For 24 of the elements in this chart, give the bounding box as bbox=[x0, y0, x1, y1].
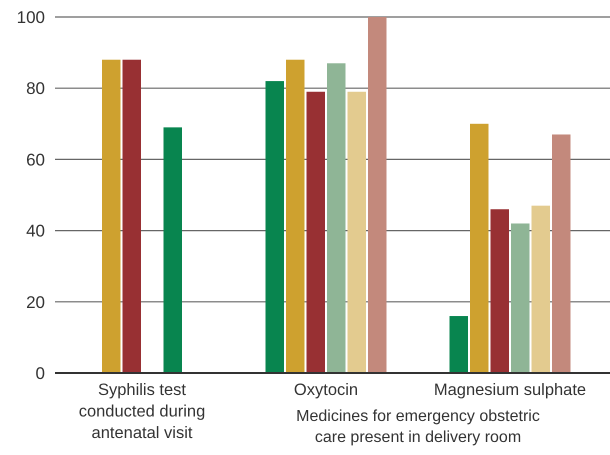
bar bbox=[122, 60, 141, 373]
y-tick-label: 100 bbox=[16, 8, 45, 27]
y-tick-label: 0 bbox=[36, 364, 45, 383]
y-tick-label: 40 bbox=[26, 222, 45, 241]
x-tick-label: Syphilis test conducted during antenatal visit bbox=[78, 381, 206, 442]
bar bbox=[511, 223, 530, 373]
bar bbox=[348, 92, 366, 373]
y-tick-label: 20 bbox=[26, 292, 45, 312]
bar bbox=[286, 60, 304, 373]
x-tick-label: Oxytocin bbox=[294, 381, 358, 399]
bar bbox=[266, 81, 284, 373]
x-tick-label: Magnesium sulphate bbox=[434, 381, 586, 399]
y-tick-label: 60 bbox=[26, 150, 45, 170]
bar bbox=[490, 209, 509, 373]
bar bbox=[306, 92, 325, 373]
bar bbox=[552, 134, 570, 373]
bar bbox=[327, 63, 346, 373]
bar bbox=[470, 124, 488, 373]
y-tick-label: 80 bbox=[26, 79, 45, 98]
bar bbox=[532, 206, 550, 373]
text: Medicines for emergency obstetric care present in delivery room bbox=[296, 408, 540, 446]
bar bbox=[368, 17, 386, 373]
bar bbox=[102, 60, 120, 373]
bar bbox=[450, 316, 468, 373]
